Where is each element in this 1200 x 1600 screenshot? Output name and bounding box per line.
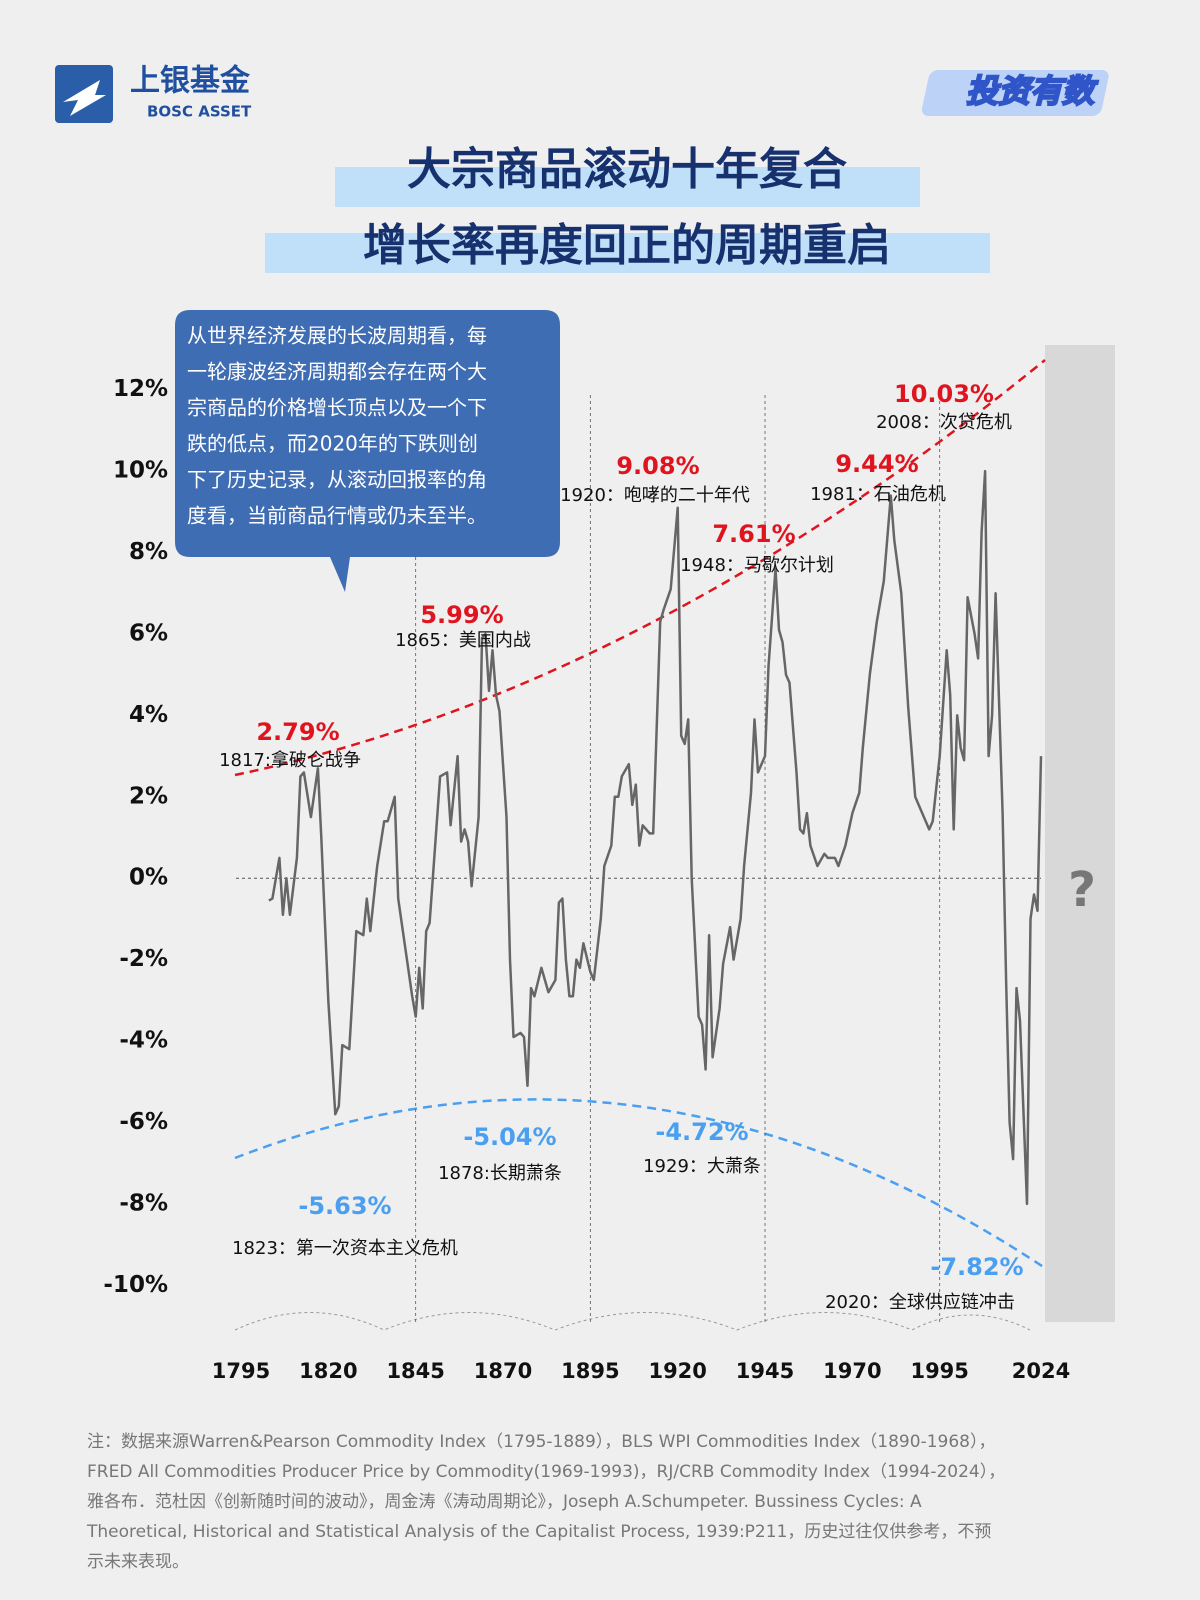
- badge: 投资有数: [966, 72, 1099, 110]
- trough-label: 1878:长期萧条: [438, 1163, 562, 1184]
- future-zone: [1045, 345, 1115, 1322]
- callout-line: 从世界经济发展的长波周期看，每: [187, 324, 487, 348]
- brand: 上银基金: [130, 64, 251, 99]
- footnote-line: Theoretical, Historical and Statistical …: [86, 1522, 991, 1542]
- x-tick-label: 1870: [474, 1359, 532, 1383]
- callout-box: [175, 310, 560, 592]
- footnote-line: 示未来表现。: [87, 1552, 189, 1572]
- peak-value: 9.08%: [616, 452, 699, 480]
- y-tick-label: -10%: [103, 1272, 168, 1298]
- callout-line: 一轮康波经济周期都会存在两个大: [187, 360, 487, 384]
- plot: -10% -8% -6% -4% -2% 0% 2% 4% 6% 8% 10% 12% 1795 1820…: [103, 376, 1070, 1383]
- y-tick-label: 6%: [129, 620, 168, 646]
- callout-line: 跌的低点，而2020年的下跌则创: [187, 432, 478, 456]
- y-tick-label: -6%: [119, 1109, 168, 1135]
- y-tick-label: -8%: [119, 1190, 168, 1216]
- future-mark: ?: [1068, 862, 1096, 918]
- trough-label: 2020：全球供应链冲击: [825, 1292, 1015, 1313]
- peak-value: 5.99%: [420, 601, 503, 629]
- x-tick-label: 1795: [212, 1359, 270, 1383]
- x-tick-label: 1920: [648, 1359, 706, 1383]
- peak-label: 1865：美国内战: [395, 630, 531, 651]
- x-tick-label: 1820: [299, 1359, 357, 1383]
- peak-label: 1948：马歇尔计划: [680, 555, 834, 576]
- brand-en: BOSC ASSET: [147, 103, 252, 121]
- peak-value: 9.44%: [835, 450, 918, 478]
- footnote-line: FRED All Commodities Producer Price by C…: [87, 1462, 1005, 1482]
- peak-label: 2008：次贷危机: [876, 412, 1012, 433]
- footnote-line: 注：数据来源Warren&Pearson Commodity Index（179…: [87, 1432, 995, 1452]
- x-tick-label: 1995: [910, 1359, 968, 1383]
- title-line: 增长率再度回正的周期重启: [363, 220, 891, 271]
- peak-value: 2.79%: [256, 718, 339, 746]
- x-tick-label: 1895: [561, 1359, 619, 1383]
- x-tick-label: 2024: [1012, 1359, 1070, 1383]
- peak-label: 1920：咆哮的二十年代: [560, 485, 750, 506]
- trough-label: 1823：第一次资本主义危机: [232, 1238, 458, 1259]
- peak-label: 1817:拿破仑战争: [219, 749, 361, 771]
- y-tick-label: -4%: [119, 1028, 168, 1054]
- title-highlight: [265, 233, 990, 273]
- y-tick-label: 4%: [129, 702, 168, 728]
- y-tick-label: 12%: [113, 376, 168, 402]
- badge-bg: [921, 70, 1109, 116]
- title-highlight: [335, 167, 920, 207]
- cycle-arcs: [234, 1312, 1031, 1331]
- y-tick-label: 10%: [113, 458, 168, 484]
- callout: 从世界经济发展的长波周期看，每一轮康波经济周期都会存在两个大宗商品的价格增长顶点…: [187, 324, 487, 528]
- x-tick-label: 1945: [736, 1359, 794, 1383]
- x-tick-label: 1970: [823, 1359, 881, 1383]
- peak-value: 10.03%: [894, 380, 994, 408]
- footnote-line: 雅各布．范杜因《创新随时间的波动》，周金涛《涛动周期论》，Joseph A.Sc…: [87, 1492, 922, 1512]
- trough-value: -5.63%: [298, 1192, 391, 1220]
- data-line: [268, 469, 1043, 1206]
- trough-value: -4.72%: [655, 1118, 748, 1146]
- callout-line: 宗商品的价格增长顶点以及一个下: [187, 396, 487, 420]
- peak-value: 7.61%: [712, 520, 795, 548]
- y-tick-label: 8%: [129, 539, 168, 565]
- peak-trend: [234, 359, 1046, 777]
- footnote: 注：数据来源Warren&Pearson Commodity Index（179…: [86, 1432, 1005, 1572]
- logo-mark: [63, 80, 106, 116]
- callout-line: 下了历史记录，从滚动回报率的角: [187, 468, 487, 492]
- title-line: 大宗商品滚动十年复合: [407, 144, 847, 195]
- trough-value: -7.82%: [930, 1253, 1023, 1281]
- trough-trend: [234, 1098, 1046, 1270]
- x-tick-label: 1845: [386, 1359, 444, 1383]
- peak-label: 1981：石油危机: [810, 484, 946, 505]
- y-tick-label: 2%: [129, 783, 168, 809]
- trough-label: 1929：大萧条: [643, 1156, 761, 1177]
- y-tick-label: -2%: [119, 946, 168, 972]
- trough-value: -5.04%: [463, 1123, 556, 1151]
- y-tick-label: 0%: [129, 865, 168, 891]
- callout-line: 度看，当前商品行情或仍未至半。: [187, 504, 487, 528]
